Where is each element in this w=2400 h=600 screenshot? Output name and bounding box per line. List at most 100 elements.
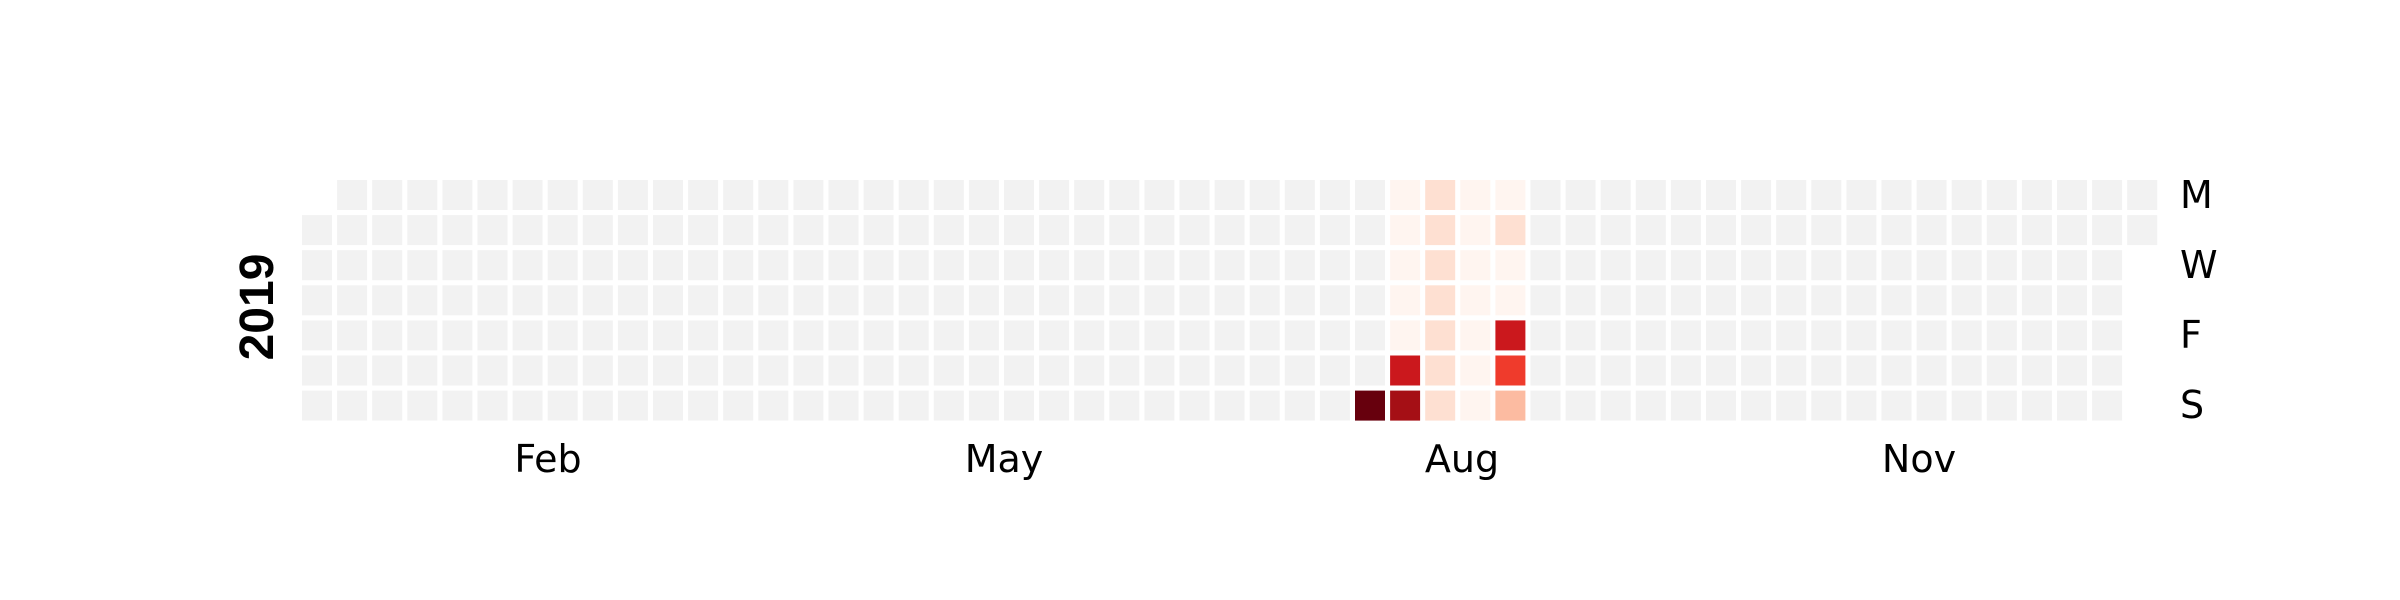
day-cell <box>2021 180 2052 210</box>
day-cell <box>1460 390 1491 421</box>
day-cell <box>1741 285 1772 316</box>
day-cell <box>1635 320 1666 351</box>
day-cell <box>1635 180 1666 210</box>
day-cell <box>688 285 719 316</box>
day-cell <box>1951 180 1982 210</box>
day-cell <box>723 390 754 421</box>
day-cell <box>1355 250 1385 281</box>
day-cell <box>407 215 438 246</box>
day-cell <box>1846 355 1877 386</box>
day-cell <box>898 215 929 246</box>
day-cell <box>442 390 473 421</box>
day-cell <box>1846 180 1877 210</box>
day-cell <box>1179 180 1210 210</box>
day-cell <box>1600 355 1631 386</box>
day-cell <box>1355 355 1385 386</box>
day-cell <box>653 390 683 421</box>
day-cell <box>1811 250 1842 281</box>
day-cell <box>407 355 438 386</box>
day-cell <box>1565 250 1596 281</box>
day-cell <box>582 355 613 386</box>
day-cell <box>1776 250 1807 281</box>
month-label-may: May <box>965 437 1044 481</box>
day-cell <box>1109 320 1140 351</box>
day-cell <box>1004 180 1034 210</box>
day-cell <box>2057 390 2087 421</box>
day-cell <box>1951 215 1982 246</box>
day-cell <box>1706 250 1736 281</box>
day-cell <box>898 180 929 210</box>
day-cell <box>793 320 824 351</box>
day-cell <box>1741 390 1772 421</box>
day-cell <box>1144 250 1175 281</box>
day-cell <box>653 250 683 281</box>
day-cell <box>442 285 473 316</box>
day-cell <box>302 285 332 316</box>
day-cell <box>1600 390 1631 421</box>
day-cell <box>1179 250 1210 281</box>
day-cell <box>1179 390 1210 421</box>
day-cell <box>2092 390 2123 421</box>
day-cell <box>1390 320 1421 351</box>
day-cell <box>1249 250 1280 281</box>
day-cell <box>688 355 719 386</box>
day-cell <box>1530 320 1561 351</box>
day-cell <box>793 250 824 281</box>
day-cell <box>372 285 403 316</box>
day-cell <box>1109 215 1140 246</box>
month-label-aug: Aug <box>1425 437 1499 481</box>
day-cell <box>1670 355 1701 386</box>
day-cell <box>1530 285 1561 316</box>
day-cell <box>1635 215 1666 246</box>
day-cell <box>968 180 999 210</box>
day-cell <box>1425 180 1456 210</box>
day-cell <box>723 320 754 351</box>
day-cell <box>2127 215 2158 246</box>
day-cell <box>302 320 332 351</box>
day-cell <box>1951 355 1982 386</box>
day-cell <box>1776 285 1807 316</box>
day-cell <box>933 215 964 246</box>
day-cell <box>2057 215 2087 246</box>
day-cell <box>1109 390 1140 421</box>
day-cell <box>1144 390 1175 421</box>
month-label-nov: Nov <box>1882 437 1956 481</box>
day-cell <box>828 320 859 351</box>
day-cell <box>477 355 508 386</box>
day-cell <box>1004 320 1034 351</box>
day-cell <box>1530 215 1561 246</box>
day-cell <box>337 215 368 246</box>
day-cell <box>1811 215 1842 246</box>
day-cell <box>1986 320 2017 351</box>
day-cell <box>1284 215 1315 246</box>
day-cell <box>898 320 929 351</box>
day-cell <box>1144 215 1175 246</box>
day-cell <box>1039 320 1070 351</box>
day-cell <box>1635 355 1666 386</box>
day-cell <box>1004 390 1034 421</box>
day-cell <box>2021 250 2052 281</box>
day-cell <box>302 215 332 246</box>
day-cell <box>1706 355 1736 386</box>
day-cell <box>1776 390 1807 421</box>
day-cell <box>1776 215 1807 246</box>
day-cell <box>793 180 824 210</box>
day-cell <box>2021 390 2052 421</box>
day-cell <box>758 285 789 316</box>
day-cell <box>337 285 368 316</box>
day-cell <box>828 180 859 210</box>
day-cell <box>933 355 964 386</box>
weekday-label-sun: S <box>2180 383 2204 427</box>
day-cell <box>1495 320 1526 351</box>
day-cell <box>688 250 719 281</box>
day-cell <box>1846 285 1877 316</box>
day-cell <box>1881 320 1912 351</box>
day-cell <box>1179 285 1210 316</box>
day-cell <box>512 320 543 351</box>
day-cell <box>1670 320 1701 351</box>
day-cell <box>1951 320 1982 351</box>
day-cell <box>547 355 578 386</box>
day-cell <box>1670 390 1701 421</box>
day-cell <box>407 390 438 421</box>
day-cell <box>1425 250 1456 281</box>
